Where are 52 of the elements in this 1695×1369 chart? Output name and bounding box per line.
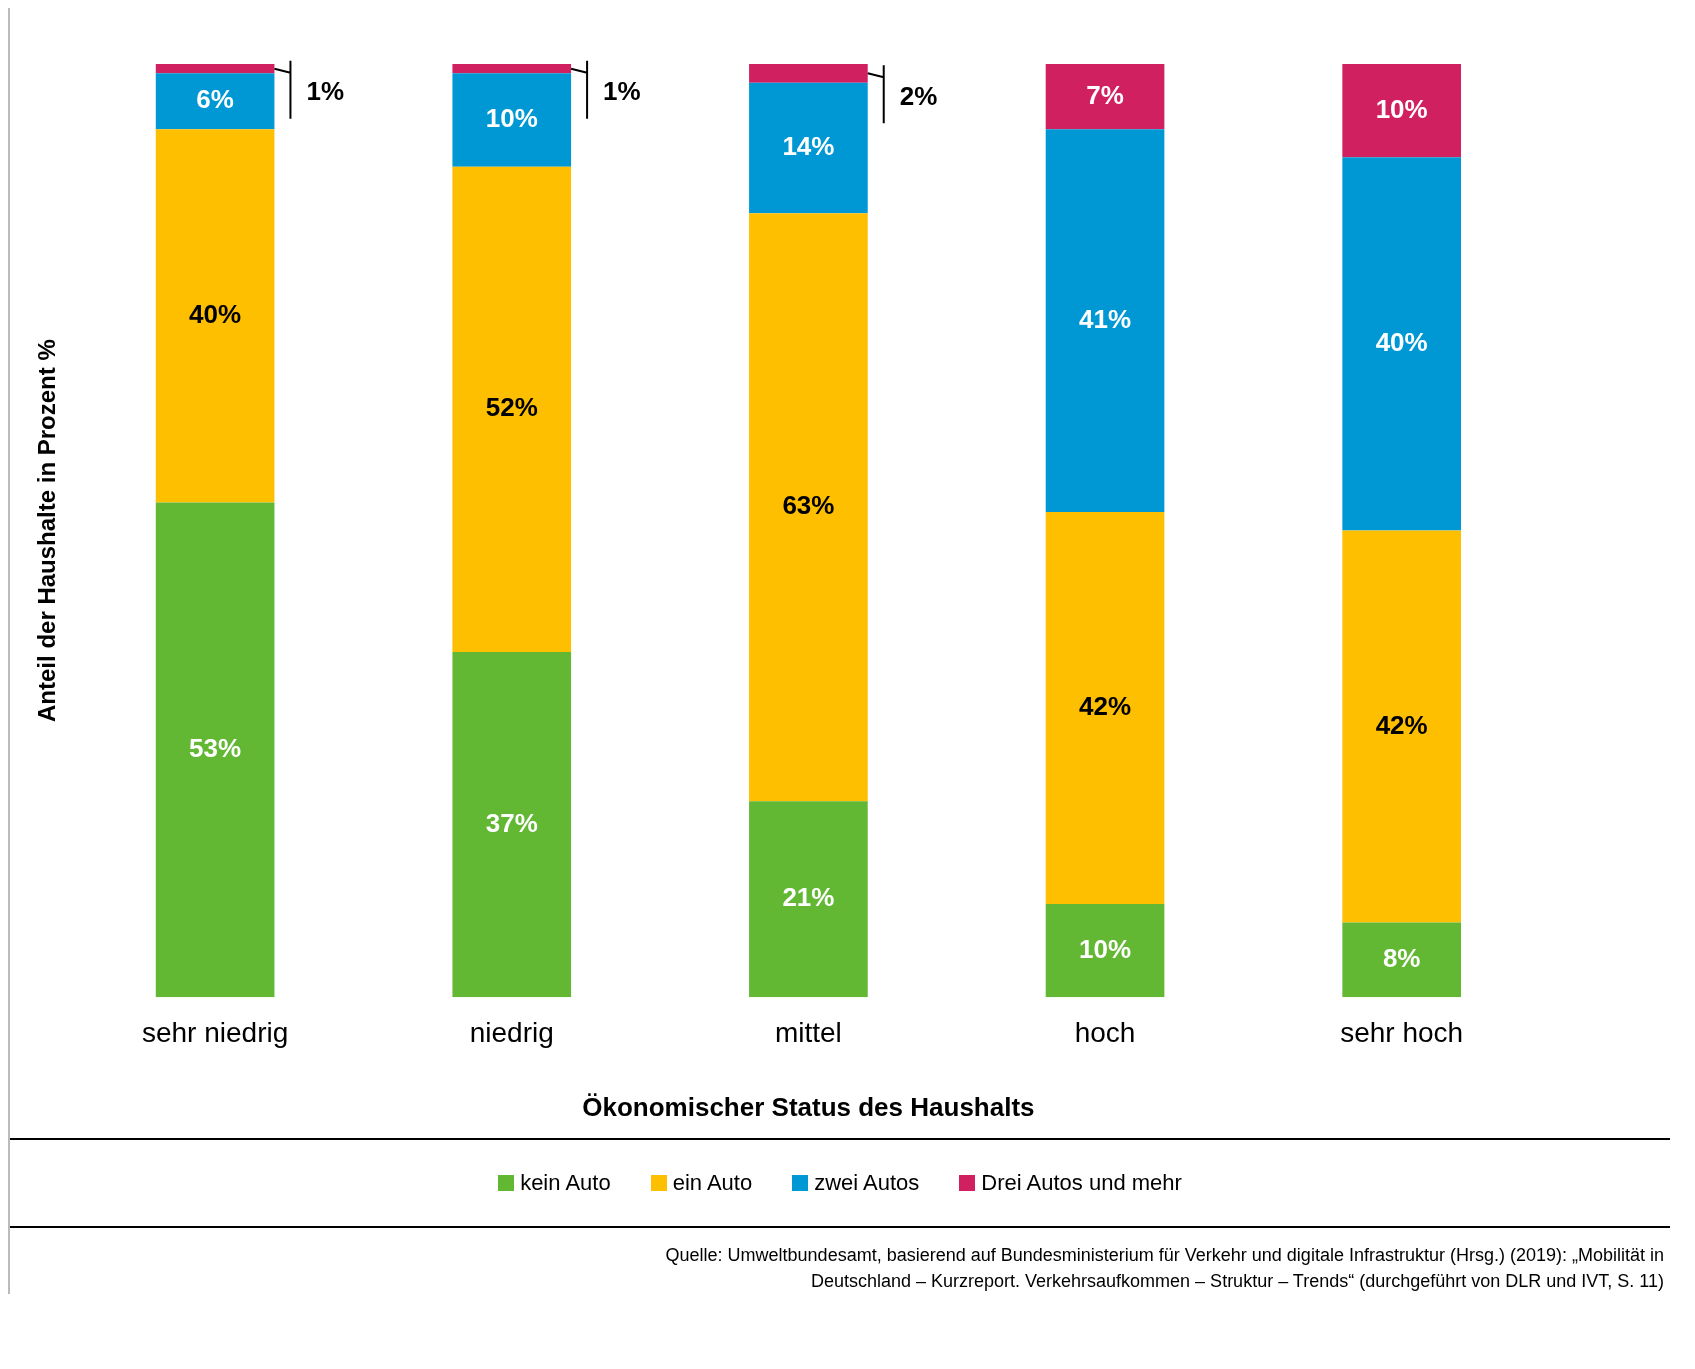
data-label: 14% [782,131,835,162]
bar [1045,511,1165,904]
bar [155,64,275,74]
y-axis-title: Anteil der Haushalte in Prozent % [33,339,61,722]
bar [1342,922,1462,998]
legend-label: kein Auto [520,1170,611,1196]
data-label: 6% [196,84,234,115]
bar [452,651,572,998]
data-label: 37% [485,807,538,838]
x-tick-label: sehr hoch [1340,1016,1464,1048]
bar [1045,129,1165,512]
data-label: 21% [782,882,835,913]
bar [452,166,572,652]
bar [1045,64,1165,130]
source-note: Quelle: Umweltbundesamt, basierend auf Bundesministerium für Verkehr und digitale Infrastruktur (Hrsg.) (2019): „Mobilität in Deutschland – Kurzreport. Verkehrsaufkommen – Struktur – Trends“ (durchgeführt von DLR und IVT, S. 11) [664,1244,1665,1293]
data-label: 40% [189,299,242,330]
data-label: 53% [189,733,242,764]
x-tick-label: niedrig [469,1016,554,1048]
data-label: 8% [1382,943,1421,974]
x-axis-title: Ökonomischer Status des Haushalts [582,1091,1035,1122]
bar [452,73,572,167]
data-label: 40% [1375,327,1428,358]
bar [155,502,275,998]
data-label: 10% [1375,93,1428,124]
data-label: 10% [1079,933,1132,964]
data-label: 42% [1375,709,1428,740]
x-tick-label: mittel [774,1016,842,1048]
x-tick-label: sehr niedrig [141,1016,289,1048]
bar [155,129,275,503]
bar [452,64,572,74]
data-label: 1% [603,75,641,106]
bar [749,801,868,998]
bar [749,82,868,214]
bar [1045,903,1165,998]
bar [749,64,868,83]
data-label: 42% [1079,691,1132,722]
legend-label: Drei Autos und mehr [981,1170,1182,1196]
data-label: 2% [899,80,938,111]
bar [155,73,275,130]
data-label: 7% [1086,79,1124,110]
x-tick-label: hoch [1074,1016,1136,1048]
data-label: 41% [1079,303,1132,334]
data-label: 63% [782,490,835,521]
bar [1342,157,1462,531]
data-label: 52% [485,392,538,423]
data-label: 10% [485,103,538,134]
legend-label: ein Auto [672,1170,753,1196]
bar [1342,530,1462,923]
data-label: 1% [306,75,345,106]
legend-label: zwei Autos [814,1170,920,1196]
bar [1342,64,1462,158]
bar [749,213,868,802]
